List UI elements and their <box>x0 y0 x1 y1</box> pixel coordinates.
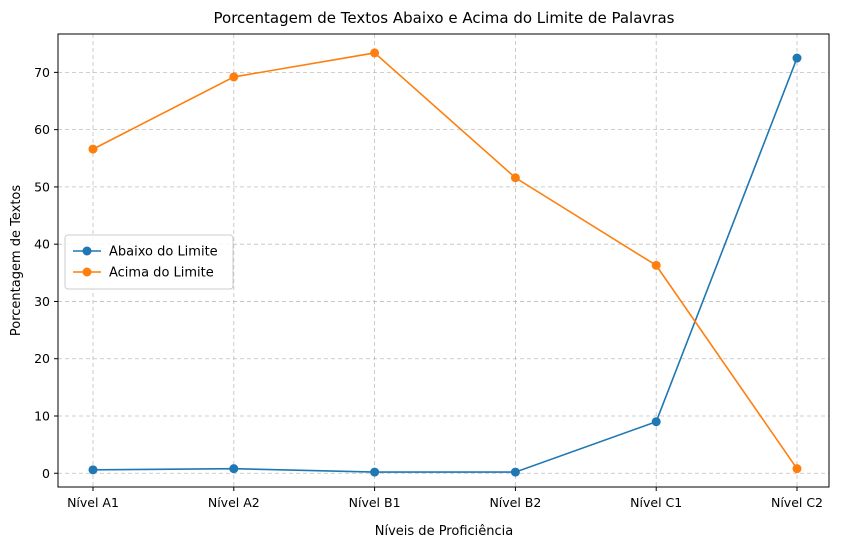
x-axis-label: Níveis de Proficiência <box>375 524 513 539</box>
legend-label: Abaixo do Limite <box>109 245 218 260</box>
series-2 <box>88 48 802 474</box>
grid <box>58 34 829 487</box>
y-tick-label: 20 <box>34 351 50 366</box>
data-point <box>651 260 661 270</box>
data-point <box>88 465 98 475</box>
series-line <box>92 52 798 470</box>
x-tick-label: Nível B1 <box>349 495 401 510</box>
data-point <box>651 417 661 427</box>
x-tick-label: Nível A1 <box>67 495 119 510</box>
data-point <box>510 173 520 183</box>
chart-title: Porcentagem de Textos Abaixo e Acima do … <box>214 9 675 27</box>
data-point <box>510 467 520 477</box>
data-point <box>792 53 802 63</box>
x-tick-label: Nível C2 <box>771 495 823 510</box>
y-tick-label: 40 <box>34 237 50 252</box>
legend-marker <box>82 267 92 277</box>
data-point <box>370 467 380 477</box>
x-tick-label: Nível C1 <box>630 495 682 510</box>
data-point <box>229 72 239 82</box>
y-tick-label: 10 <box>34 408 50 423</box>
x-axis: Nível A1 Nível A2 Nível B1 Nível B2 Nível C1… <box>67 487 823 510</box>
data-point <box>792 464 802 474</box>
series-line <box>92 57 798 473</box>
y-tick-label: 70 <box>34 65 50 80</box>
data-point <box>88 144 98 154</box>
plot-frame <box>57 33 830 488</box>
series-1 <box>88 53 802 477</box>
x-tick-label: Nível B2 <box>489 495 541 510</box>
y-tick-label: 50 <box>34 179 50 194</box>
legend-box <box>64 234 234 290</box>
data-point <box>229 464 239 474</box>
data-point <box>370 48 380 58</box>
series-layer <box>88 48 802 477</box>
y-tick-label: 0 <box>42 466 50 481</box>
y-tick-label: 30 <box>34 294 50 309</box>
legend-label: Acima do Limite <box>109 266 214 281</box>
legend-marker <box>82 246 92 256</box>
y-axis-label: Porcentagem de Textos <box>9 185 24 337</box>
y-tick-label: 60 <box>34 122 50 137</box>
legend: Abaixo do Limite Acima do Limite <box>64 234 234 290</box>
y-axis: 0 10 20 30 40 50 60 70 <box>34 65 58 481</box>
x-tick-label: Nível A2 <box>208 495 260 510</box>
